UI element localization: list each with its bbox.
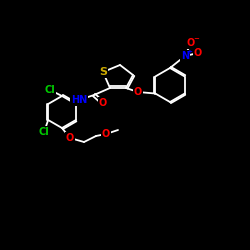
- Text: −: −: [193, 36, 199, 42]
- Text: O: O: [194, 48, 202, 58]
- Text: +: +: [186, 49, 192, 55]
- Text: Cl: Cl: [44, 85, 56, 95]
- Text: N: N: [181, 51, 189, 61]
- Text: O: O: [66, 133, 74, 143]
- Text: O: O: [134, 87, 142, 97]
- Text: HN: HN: [71, 95, 87, 105]
- Text: O: O: [99, 98, 107, 108]
- Text: O: O: [102, 129, 110, 139]
- Text: O: O: [187, 38, 195, 48]
- Text: S: S: [99, 67, 107, 77]
- Text: Cl: Cl: [39, 127, 50, 137]
